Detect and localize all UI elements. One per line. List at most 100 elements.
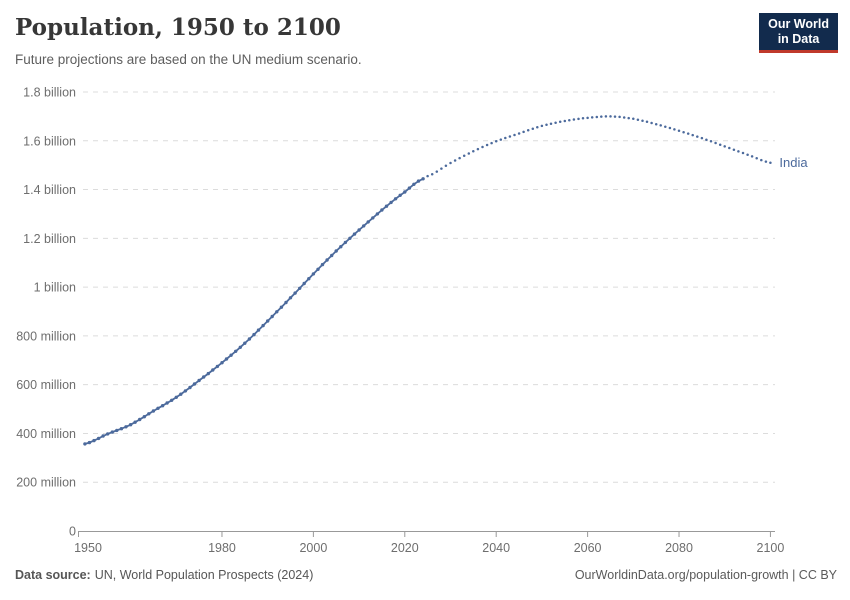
owid-logo-line2: in Data — [777, 32, 820, 46]
india-series-marker — [311, 272, 316, 276]
india-series-projection-dot — [513, 133, 516, 137]
india-series-projection-dot — [467, 152, 471, 155]
india-series-projection-dot — [645, 120, 649, 124]
india-series-projection-dot — [750, 155, 754, 158]
owid-logo[interactable]: Our World in Data — [759, 13, 838, 53]
india-series-marker — [421, 177, 425, 181]
india-series-projection-dot — [636, 118, 640, 121]
credit-link[interactable]: OurWorldinData.org/population-growth | C… — [574, 568, 837, 582]
india-series-marker — [119, 427, 124, 431]
india-series-projection-dot — [490, 141, 493, 145]
data-source-value: UN, World Population Prospects (2024) — [94, 568, 314, 582]
india-series-projection-dot — [641, 119, 644, 122]
india-series-marker — [147, 412, 151, 416]
india-series-projection-dot — [673, 128, 676, 131]
india-series-projection-dot — [531, 127, 535, 130]
india-series-marker — [316, 267, 320, 271]
india-series-projection-dot — [540, 124, 544, 128]
data-source-label: Data source: — [15, 568, 91, 582]
y-tick-label: 1.6 billion — [23, 134, 76, 148]
y-tick-label: 1.2 billion — [23, 232, 76, 246]
india-series-marker — [224, 357, 229, 361]
india-series-marker — [124, 425, 128, 429]
india-series-projection-dot — [686, 132, 690, 135]
india-series-marker — [160, 404, 165, 408]
india-series-projection-dot — [764, 160, 768, 163]
india-series-projection-dot — [618, 115, 621, 119]
india-series-projection-dot — [590, 116, 594, 119]
india-series-projection-dot — [732, 148, 736, 151]
india-series-projection-dot — [723, 145, 726, 148]
india-series-marker — [284, 300, 288, 305]
y-tick-label: 200 million — [16, 476, 76, 490]
india-series-marker — [215, 364, 220, 369]
india-series-projection-dot — [444, 164, 448, 167]
x-tick-label: 2020 — [391, 541, 419, 555]
india-series-marker — [330, 253, 334, 258]
y-tick-label: 800 million — [16, 329, 76, 343]
india-series-marker — [206, 371, 210, 376]
india-series-marker — [261, 323, 265, 328]
india-series-marker — [384, 204, 389, 208]
india-series-marker — [343, 240, 348, 245]
india-series-marker — [320, 262, 325, 267]
india-series-marker — [133, 420, 137, 424]
india-series-projection-dot — [604, 115, 608, 118]
india-series-projection-dot — [600, 115, 603, 118]
india-series-projection-dot — [737, 150, 740, 153]
india-series-projection-dot — [472, 150, 475, 153]
x-tick-label: 1980 — [208, 541, 236, 555]
india-series-marker — [403, 190, 407, 194]
india-series-marker — [293, 291, 297, 295]
india-series-projection-dot — [568, 119, 571, 122]
india-series-marker — [416, 179, 421, 183]
india-series-projection-dot — [536, 125, 539, 129]
y-tick-label: 0 — [69, 525, 76, 539]
india-series-projection-dot — [659, 124, 662, 127]
india-series-marker — [325, 258, 329, 262]
india-series-marker — [115, 428, 119, 433]
series-label-india[interactable]: India — [779, 155, 808, 170]
x-tick-label: 2060 — [574, 541, 602, 555]
india-series-projection-dot — [677, 129, 681, 133]
india-series-marker — [83, 442, 87, 446]
y-tick-label: 1.8 billion — [23, 86, 76, 100]
india-series-marker — [247, 337, 252, 341]
india-series-marker — [151, 409, 156, 413]
india-series-marker — [398, 193, 402, 197]
india-series-marker — [352, 232, 357, 236]
india-series-projection-dot — [700, 136, 704, 140]
india-series-projection-dot — [627, 116, 630, 120]
india-series-projection-dot — [458, 156, 461, 160]
india-series-marker — [87, 440, 92, 445]
india-series-marker — [393, 197, 398, 201]
india-series-projection-dot — [746, 153, 749, 156]
y-tick-label: 400 million — [16, 427, 76, 441]
x-tick-label: 2000 — [299, 541, 327, 555]
india-series-projection-dot — [581, 117, 585, 120]
x-tick-label: 2100 — [757, 541, 785, 555]
india-series-projection-dot — [709, 140, 713, 143]
india-series-marker — [202, 375, 206, 379]
y-tick-label: 1 billion — [34, 281, 76, 295]
india-series-projection-dot — [691, 133, 694, 137]
india-series-marker — [238, 345, 242, 349]
india-series-marker — [128, 423, 133, 427]
india-series-marker — [256, 328, 261, 332]
india-series-marker — [307, 277, 311, 281]
india-series-marker — [275, 310, 279, 314]
india-series-marker — [348, 236, 352, 240]
india-series-marker — [366, 220, 370, 224]
india-series-marker — [302, 281, 306, 286]
india-series-marker — [183, 389, 188, 393]
india-series-projection-dot — [728, 146, 731, 150]
india-series-marker — [357, 228, 361, 232]
owid-logo-line1: Our World — [768, 17, 829, 31]
india-series-projection-dot — [554, 121, 557, 124]
india-series-marker — [380, 208, 384, 212]
india-series-projection-dot — [682, 130, 685, 134]
india-series-projection-dot — [769, 161, 772, 164]
y-tick-label: 1.4 billion — [23, 183, 76, 197]
india-series-marker — [389, 200, 393, 205]
